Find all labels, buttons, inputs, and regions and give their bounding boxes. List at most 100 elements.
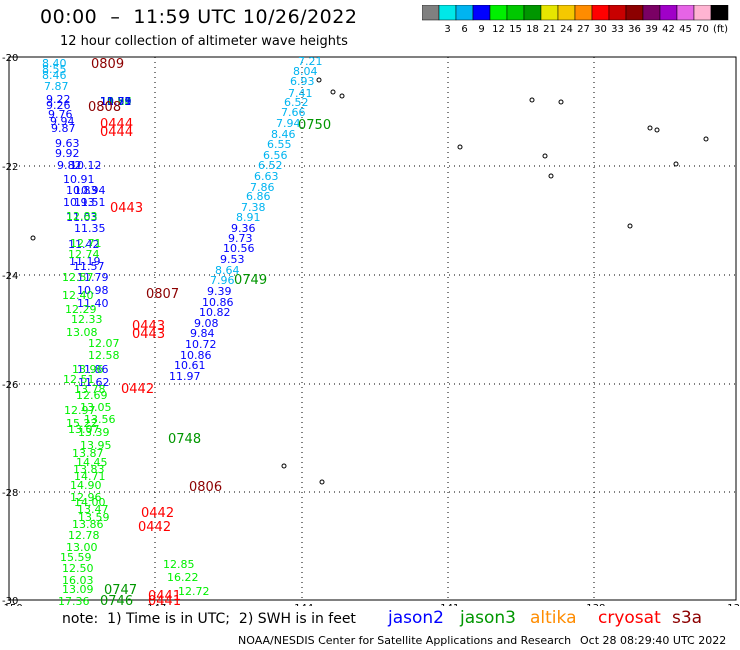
wave-height-value: 12.78: [68, 529, 100, 542]
map-subtitle: 12 hour collection of altimeter wave hei…: [60, 34, 348, 49]
island-outline: [542, 153, 548, 159]
wave-height-value: 9.87: [51, 122, 76, 135]
longitude-label: -150: [0, 603, 23, 606]
longitude-label: -144: [291, 603, 314, 606]
colorbar-swatch: [710, 5, 729, 21]
wave-height-value: 12.40: [62, 289, 94, 302]
wave-height-value: 10.98: [77, 284, 109, 297]
colorbar-unit: (ft): [713, 24, 728, 35]
wave-height-value: 13.87: [72, 447, 104, 460]
wave-height-value: 13.83: [73, 463, 105, 476]
wave-height-value: 16.03: [62, 574, 94, 587]
wave-height-value: 11.42: [68, 238, 100, 251]
axis-labels: -20 -22 -24 -26 -28 -30-150 -147 -144 -141 -138 -1…: [0, 53, 740, 606]
wave-height-value: 17.36: [58, 595, 90, 606]
wave-height-value: 11.19: [69, 255, 101, 268]
wave-height-value: 7.38: [241, 201, 266, 214]
wave-height-value: 9.39: [207, 285, 232, 298]
pass-time-label: 0444: [100, 117, 133, 132]
wave-height-value: 12.93: [100, 95, 132, 108]
wave-height-value: 13.78: [74, 383, 106, 396]
pass-time-label: 0808: [88, 100, 121, 115]
island-outline: [319, 479, 325, 485]
pass-time-label: 0442: [141, 506, 174, 521]
wave-height-value: 13.05: [80, 401, 112, 414]
pass-time-label: 0443: [132, 327, 165, 342]
wave-height-value: 13.00: [66, 541, 98, 554]
wave-height-value: 9.94: [50, 115, 75, 128]
wave-height-value: 11.35: [74, 222, 106, 235]
wave-height-value: 16.22: [167, 571, 199, 584]
wave-height-value: 12.71: [70, 237, 102, 250]
wave-height-value: 9.22: [46, 93, 71, 106]
wave-height-value: 12.74: [68, 248, 100, 261]
latitude-label: -20: [2, 53, 18, 64]
wave-height-value: 12.33: [71, 313, 103, 326]
wave-height-value: 13.08: [66, 326, 98, 339]
longitude-label: -13: [724, 603, 740, 606]
island-outline: [548, 173, 554, 179]
wave-height-value: 14.23: [100, 95, 132, 108]
wave-height-value: 12.51: [63, 373, 95, 386]
latitude-label: -22: [2, 162, 18, 173]
wave-height-value: 8.46: [271, 128, 296, 141]
wave-height-value: 10.12: [70, 159, 102, 172]
colorbar-tick-label: 12: [492, 24, 505, 35]
wave-height-value: 12.85: [163, 558, 195, 571]
pass-time-label: 0806: [189, 480, 222, 495]
wave-height-value: 12.97: [64, 404, 96, 417]
wave-height-value: 12.21: [100, 95, 132, 108]
wave-height-value: 9.53: [220, 253, 245, 266]
island-outline: [457, 144, 463, 150]
colorbar-tick-label: 70: [696, 24, 709, 35]
pass-time-label: 0441: [148, 594, 181, 606]
colorbar-tick-label: 30: [594, 24, 607, 35]
islands: [30, 77, 709, 485]
longitude-label: -141: [437, 603, 460, 606]
wave-height-value: 13.86: [72, 518, 104, 531]
wave-height-value: 6.93: [290, 75, 315, 88]
wave-height-value: 10.86: [180, 349, 212, 362]
wave-height-value: 14.55: [100, 95, 132, 108]
colorbar-tick-label: 21: [543, 24, 556, 35]
wave-height-value: 12.29: [65, 303, 97, 316]
pass-time-label: 0747: [104, 583, 137, 598]
wave-height-value: 10.82: [199, 306, 231, 319]
pass-time-label: 0443: [110, 201, 143, 216]
wave-height-value: 10.91: [63, 173, 95, 186]
wave-height-value: 6.52: [258, 159, 283, 172]
wave-height-value: 11.79: [77, 271, 109, 284]
wave-height-value: 10.79: [100, 95, 132, 108]
generated-timestamp: Oct 28 08:29:40 UTC 2022: [580, 634, 727, 647]
wave-height-value: 14.45: [76, 456, 108, 469]
wave-height-value: 14.90: [70, 479, 102, 492]
wave-height-value: 13.95: [80, 439, 112, 452]
wave-height-value: 14.71: [74, 470, 106, 483]
graticule: [9, 57, 736, 600]
wave-height-value: 7.66: [281, 106, 306, 119]
latitude-label: -30: [2, 596, 18, 606]
wave-height-value: 9.73: [228, 232, 253, 245]
colorbar-tick-label: 9: [478, 24, 484, 35]
wave-height-value: 11.97: [169, 370, 201, 383]
legend-altika: altika: [530, 608, 577, 628]
island-outline: [529, 97, 535, 103]
wave-height-value: 6.86: [246, 190, 271, 203]
legend-cryosat: cryosat: [598, 608, 661, 628]
wave-height-value: 12.50: [62, 562, 94, 575]
wave-height-value: 7.87: [44, 80, 69, 93]
wave-height-value: 13.56: [84, 413, 116, 426]
pass-time-label: 0749: [234, 273, 267, 288]
wave-height-value: 9.26: [46, 99, 71, 112]
wave-height-value: 7.21: [298, 55, 323, 68]
island-outline: [558, 99, 564, 105]
wave-height-value: 6.52: [284, 96, 309, 109]
wave-height-value: 7.94: [276, 117, 301, 130]
pass-time-label: 0441: [148, 589, 181, 604]
wave-height-value: 13.96: [72, 363, 104, 376]
wave-height-value: 12.83: [66, 210, 98, 223]
pass-time-label: 0442: [121, 382, 154, 397]
wave-height-value: 9.82: [57, 159, 82, 172]
legend-s3a: s3a: [672, 608, 703, 628]
map-title: 00:00 – 11:59 UTC 10/26/2022: [40, 6, 358, 28]
